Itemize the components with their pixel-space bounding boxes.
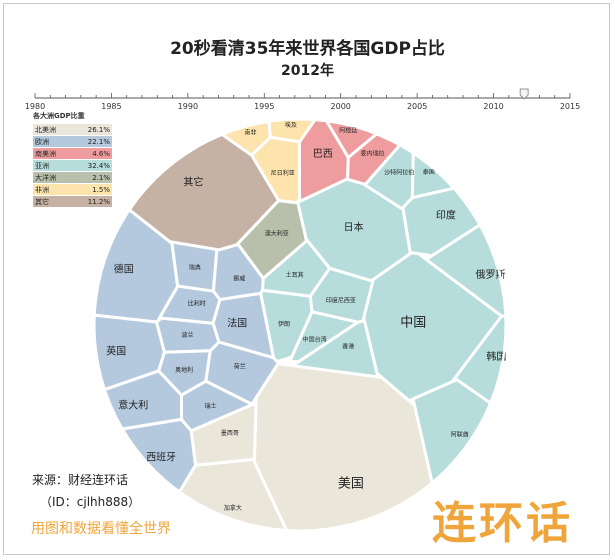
country-label: 伊朗 (278, 320, 290, 328)
country-label: 中国台湾 (303, 335, 327, 343)
country-label: 印度 (436, 208, 456, 221)
legend-item-name: 南美洲 (35, 149, 56, 158)
legend-item-value: 11.2% (87, 197, 110, 206)
legend-item: 亚洲 32.4% (33, 160, 112, 172)
country-label: 南非 (244, 129, 256, 137)
country-label: 瑞士 (205, 402, 217, 410)
chart-title: 20秒看清35年来世界各国GDP占比 (170, 39, 445, 59)
legend-item-name: 欧洲 (35, 137, 49, 146)
country-label: 沙特阿拉伯 (384, 169, 414, 177)
country-label: 阿根廷 (339, 126, 357, 134)
legend-title: 各大洲GDP比重 (33, 112, 85, 120)
country-label: 巴西 (313, 148, 333, 160)
legend-item-value: 26.1% (87, 125, 110, 134)
legend-item: 非洲 1.5% (33, 184, 112, 196)
legend-item-value: 1.5% (92, 185, 110, 194)
legend-item: 欧洲 22.1% (33, 136, 112, 148)
country-label: 尼日利亚 (271, 169, 295, 177)
legend-item-name: 北美洲 (35, 125, 56, 134)
country-label: 印度尼西亚 (326, 296, 356, 304)
country-label: 法国 (227, 317, 247, 330)
legend-item-name: 非洲 (35, 185, 49, 194)
country-label: 美国 (338, 477, 364, 492)
legend-item-name: 亚洲 (35, 161, 49, 170)
country-label: 加拿大 (224, 504, 242, 512)
timeline-tick-label: 2015 (560, 102, 580, 110)
legend-item: 大洋洲 2.1% (33, 172, 112, 184)
legend-item: 南美洲 4.6% (33, 148, 112, 160)
timeline-tick-label: 2000 (331, 102, 351, 110)
legend-item-value: 2.1% (92, 173, 110, 182)
year-timeline[interactable]: 1980 1985 1990 1995 2000 2005 2010 2015 (0, 80, 615, 110)
country-cell[interactable] (291, 319, 380, 379)
country-label: 阿联酋 (451, 431, 469, 439)
legend-item-value: 4.6% (92, 149, 110, 158)
country-label: 中国 (400, 316, 426, 331)
country-label: 德国 (114, 263, 134, 276)
country-label: 墨西哥 (221, 430, 239, 437)
legend-item-value: 32.4% (87, 161, 110, 170)
country-label: 英国 (106, 344, 126, 357)
voronoi-cells (92, 117, 508, 533)
country-label: 泰国 (423, 168, 435, 176)
legend-item: 北美洲 26.1% (33, 124, 112, 136)
country-cell[interactable] (157, 349, 212, 397)
country-label: 奥地利 (175, 366, 193, 374)
legend-item-name: 大洋洲 (35, 173, 56, 182)
country-label: 日本 (344, 221, 364, 234)
chart-outline (93, 118, 507, 532)
country-cell[interactable] (259, 288, 314, 364)
timeline-tick-label: 1985 (101, 102, 121, 110)
country-label: 挪威 (233, 274, 245, 282)
legend-item-value: 22.1% (87, 137, 110, 146)
timeline-tick-label: 2005 (407, 102, 427, 110)
legend-item-name: 其它 (35, 197, 49, 206)
brand-logo: 连环话 (432, 498, 573, 549)
country-label: 土耳其 (286, 271, 304, 279)
timeline-handle[interactable] (519, 88, 529, 100)
country-label: 比利时 (188, 300, 206, 308)
timeline-tick-label: 2010 (483, 102, 503, 110)
timeline-tick-label: 1990 (178, 102, 198, 110)
country-label: 荷兰 (234, 363, 246, 371)
country-label: 意大利 (118, 398, 148, 411)
country-label: 埃及 (285, 121, 297, 129)
timeline-tick-label: 1980 (25, 102, 45, 110)
country-label: 波兰 (181, 331, 193, 339)
timeline-tick-label: 1995 (254, 102, 274, 110)
country-label: 其它 (183, 176, 203, 189)
country-label: 韩国 (486, 350, 506, 363)
continent-legend: 各大洲GDP比重 北美洲 26.1% 欧洲 22.1% 南美洲 4.6% 亚洲 32.4% 大洋… (33, 111, 112, 208)
chart-subtitle: 2012年 (281, 63, 334, 79)
country-label: 香港 (342, 343, 354, 351)
source-label: 来源：财经连环话 (32, 473, 129, 487)
country-label: 西班牙 (146, 451, 176, 463)
country-label: 澳大利亚 (265, 229, 289, 237)
legend-item: 其它 11.2% (33, 196, 112, 208)
country-label: 瑞典 (189, 263, 201, 271)
source-id: （ID：cjlhh888） (40, 495, 141, 509)
country-label: 委内瑞拉 (361, 150, 385, 158)
slogan: 用图和数据看懂全世界 (31, 521, 171, 537)
